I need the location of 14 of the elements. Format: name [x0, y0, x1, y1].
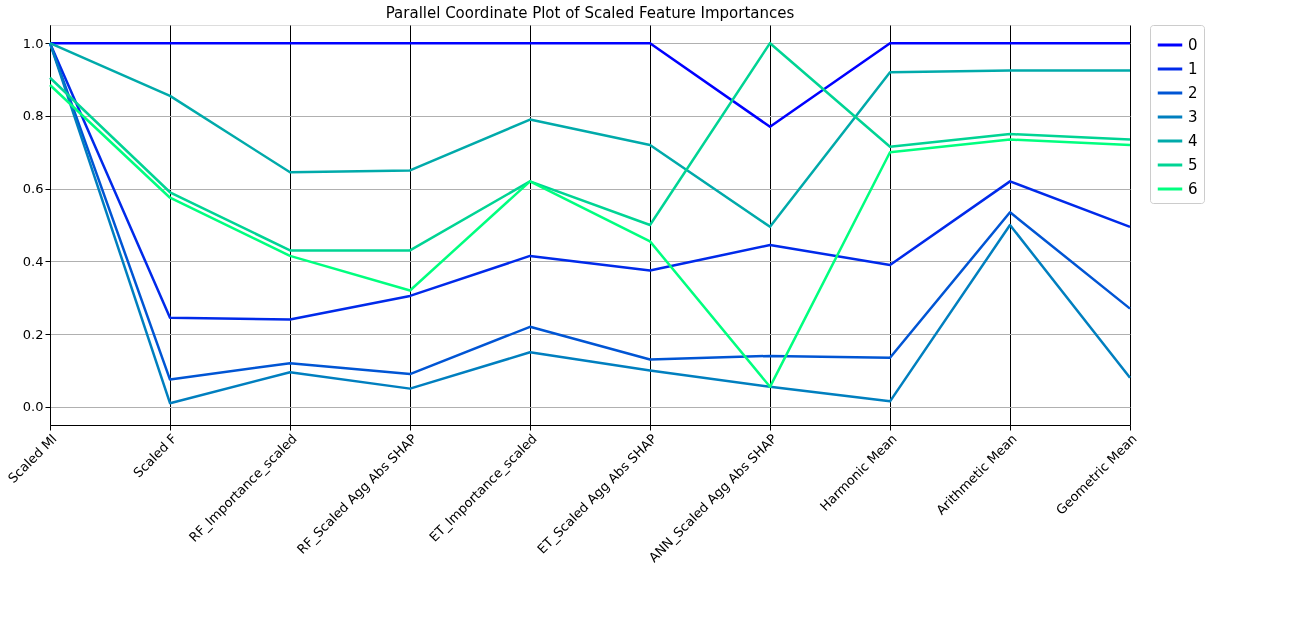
y-tick-label: 0.6	[22, 181, 44, 197]
y-tick-label: 1.0	[22, 35, 44, 51]
y-tick-label: 0.2	[22, 326, 44, 342]
y-tick-label: 0.8	[22, 108, 44, 124]
chart-title: Parallel Coordinate Plot of Scaled Feature Importances	[385, 3, 795, 22]
legend-label: 2	[1188, 84, 1198, 102]
y-tick-label: 0.0	[22, 399, 44, 415]
y-tick-label: 0.4	[22, 253, 44, 269]
legend-label: 0	[1188, 36, 1198, 54]
legend-label: 3	[1188, 108, 1198, 126]
legend-label: 6	[1188, 180, 1198, 198]
legend-label: 1	[1188, 60, 1198, 78]
legend-label: 4	[1188, 132, 1198, 150]
legend-label: 5	[1188, 156, 1198, 174]
